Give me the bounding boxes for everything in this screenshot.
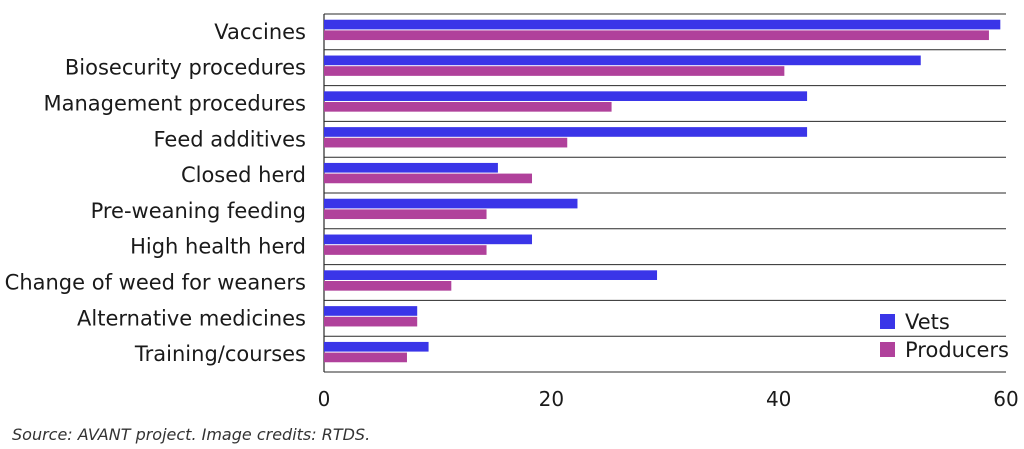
- category-label: Pre-weaning feeding: [91, 199, 306, 223]
- category-label: Closed herd: [181, 163, 306, 187]
- bar-chart: Vaccines Biosecurity procedures Management…: [5, 13, 1019, 411]
- category-label: Biosecurity procedures: [65, 56, 306, 80]
- category-label: High health herd: [130, 235, 306, 259]
- bar-vets: [324, 91, 808, 101]
- bar-producers: [324, 280, 452, 291]
- legend-swatch-vets: [880, 314, 895, 329]
- bar-producers: [324, 173, 533, 184]
- bar-vets: [324, 341, 429, 352]
- bar-vets: [324, 270, 658, 280]
- bar-producers: [324, 245, 487, 255]
- bar-producers: [324, 352, 407, 363]
- x-tick-label: 40: [766, 387, 791, 411]
- bar-producers: [324, 30, 989, 41]
- bar-vets: [324, 19, 1001, 30]
- legend-label-producers: Producers: [905, 338, 1009, 362]
- source-caption: Source: AVANT project. Image credits: RT…: [12, 425, 371, 444]
- bar-vets: [324, 234, 533, 245]
- category-label: Management procedures: [44, 92, 307, 116]
- x-tick-label: 60: [993, 387, 1018, 411]
- legend-swatch-producers: [880, 342, 895, 357]
- bar-producers: [324, 137, 568, 148]
- bar-producers: [324, 101, 612, 112]
- x-tick-label: 0: [318, 387, 331, 411]
- bar-producers: [324, 316, 418, 327]
- category-label: Alternative medicines: [77, 306, 306, 330]
- legend-label-vets: Vets: [905, 310, 950, 334]
- category-label: Vaccines: [214, 20, 306, 44]
- category-label: Change of weed for weaners: [5, 271, 306, 295]
- bar-vets: [324, 127, 808, 137]
- bar-vets: [324, 55, 921, 66]
- bar-vets: [324, 162, 498, 173]
- bar-producers: [324, 209, 487, 220]
- category-label: Training/courses: [134, 342, 306, 366]
- bar-vets: [324, 198, 578, 209]
- x-tick-label: 20: [539, 387, 564, 411]
- bar-vets: [324, 306, 418, 316]
- category-label: Feed additives: [154, 127, 307, 151]
- bar-producers: [324, 66, 785, 76]
